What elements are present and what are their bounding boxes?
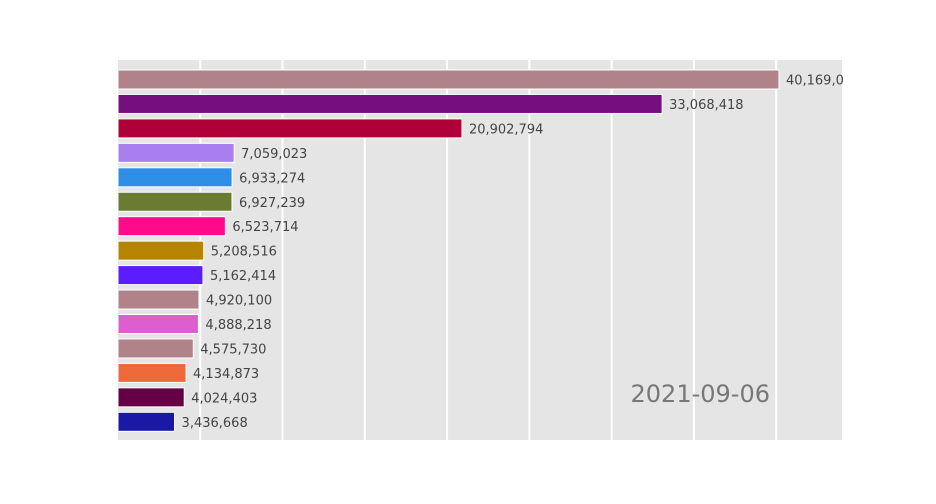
bars-group xyxy=(117,69,780,432)
bar xyxy=(117,411,176,432)
bar xyxy=(117,314,199,334)
bar-value-label: 4,920,100 xyxy=(206,294,272,309)
bar xyxy=(117,289,200,310)
bar-value-label: 5,162,414 xyxy=(210,269,276,284)
bar-value-label: 40,169,0 xyxy=(786,74,844,89)
bar xyxy=(117,93,663,114)
value-labels-group: 40,169,0 33,068,418 20,902,794 7,059,023 6,9… xyxy=(182,74,844,431)
bar-value-label: 6,523,714 xyxy=(232,220,298,235)
bar-value-label: 4,024,403 xyxy=(191,391,257,406)
bar-value-label: 6,933,274 xyxy=(239,171,305,186)
bar xyxy=(117,338,194,359)
bar-value-label: 6,927,239 xyxy=(239,196,305,211)
bar-value-label: 7,059,023 xyxy=(241,147,307,162)
bar-value-label: 20,902,794 xyxy=(469,122,543,137)
bar xyxy=(117,216,226,237)
bar xyxy=(117,240,205,261)
bar xyxy=(117,265,204,286)
bar-value-label: 5,208,516 xyxy=(211,245,277,260)
bar xyxy=(117,118,463,139)
bar-value-label: 3,436,668 xyxy=(182,416,248,431)
bar xyxy=(117,191,233,212)
bar xyxy=(117,167,233,188)
bar-value-label: 33,068,418 xyxy=(669,98,743,113)
bar xyxy=(117,142,235,163)
date-label: 2021-09-06 xyxy=(631,380,770,408)
bar-value-label: 4,888,218 xyxy=(205,318,271,333)
bar-value-label: 4,575,730 xyxy=(200,342,266,357)
bar xyxy=(117,69,780,90)
bar xyxy=(117,362,187,383)
bar xyxy=(117,387,185,408)
bar-value-label: 4,134,873 xyxy=(193,367,259,382)
